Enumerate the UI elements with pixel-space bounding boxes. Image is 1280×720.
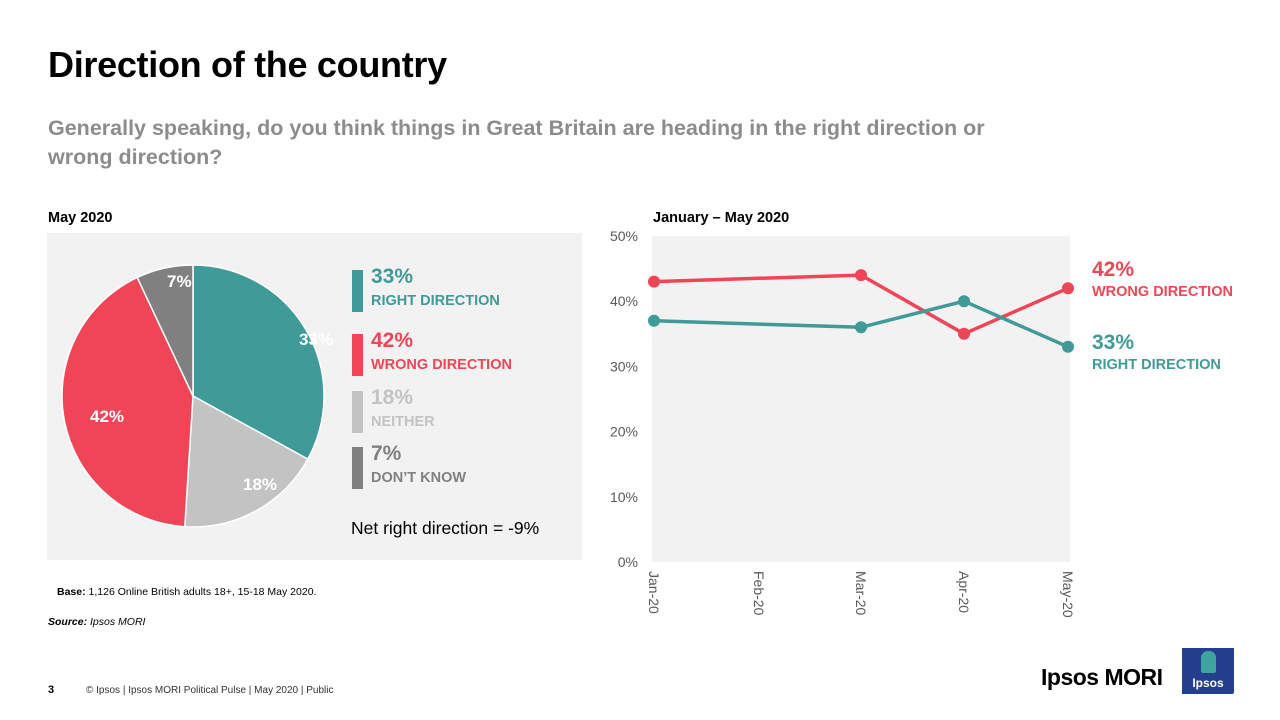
data-point-right — [958, 295, 970, 308]
y-tick-label: 10% — [610, 489, 638, 505]
footer-copyright: © Ipsos | Ipsos MORI Political Pulse | M… — [86, 685, 334, 696]
data-point-right — [648, 314, 660, 327]
legend-item-right: 33% RIGHT DIRECTION — [352, 265, 572, 314]
x-tick-label: Mar-20 — [853, 571, 869, 616]
x-tick-label: Apr-20 — [956, 571, 972, 613]
logo-mark — [1201, 651, 1216, 673]
data-point-wrong — [648, 275, 660, 288]
series-label-wrong: 42% WRONG DIRECTION — [1092, 258, 1233, 300]
pie-chart: 33% 18% 42% 7% — [61, 264, 333, 528]
series-line-right — [653, 299, 1069, 349]
page-title: Direction of the country — [48, 44, 447, 85]
legend-pct-wrong: 42% — [371, 329, 414, 352]
legend-pct-dont-know: 7% — [371, 442, 402, 465]
y-tick-label: 40% — [610, 293, 638, 309]
legend-label-dont-know: DON’T KNOW — [371, 470, 467, 486]
logo-text: Ipsos — [1192, 676, 1224, 690]
series-label-right: 33% RIGHT DIRECTION — [1092, 331, 1221, 373]
legend-label-neither: NEITHER — [371, 414, 435, 430]
legend-swatch-wrong — [352, 334, 363, 376]
line-plot-area — [652, 236, 1070, 562]
data-point-wrong — [958, 327, 970, 340]
pie-label-dont-know: 7% — [167, 272, 192, 291]
series-end-pct-wrong: 42% — [1092, 258, 1135, 281]
legend-item-dont-know: 7% DON’T KNOW — [352, 442, 572, 491]
legend-swatch-dont-know — [352, 447, 363, 489]
legend-pct-neither: 18% — [371, 386, 414, 409]
legend-label-wrong: WRONG DIRECTION — [371, 357, 512, 373]
brand-name: Ipsos MORI — [1041, 664, 1163, 690]
series-name-right: RIGHT DIRECTION — [1092, 357, 1221, 373]
base-note: Base: 1,126 Online British adults 18+, 1… — [57, 586, 317, 598]
legend-pct-right: 33% — [371, 265, 414, 288]
source-note: Source: Ipsos MORI — [48, 616, 146, 628]
data-point-right — [1062, 340, 1074, 353]
y-tick-label: 50% — [610, 228, 638, 244]
line-chart: 0% 10% 20% 30% 40% 50% Jan-20 Feb-20 Mar-20 Apr-2… — [610, 228, 1076, 618]
legend-item-wrong: 42% WRONG DIRECTION — [352, 329, 572, 378]
data-point-wrong — [1062, 282, 1074, 295]
x-tick-label: Feb-20 — [751, 571, 767, 616]
series-line-wrong — [653, 273, 1069, 336]
pie-slice-wrong — [61, 276, 194, 528]
x-tick-label: May-20 — [1060, 571, 1076, 618]
y-tick-label: 20% — [610, 424, 638, 440]
pie-label-wrong: 42% — [90, 407, 124, 426]
data-point-wrong — [855, 269, 867, 282]
pie-slice-dont-know — [136, 264, 194, 397]
pie-panel-label: May 2020 — [48, 210, 113, 226]
legend-swatch-right — [352, 270, 363, 312]
pie-label-neither: 18% — [243, 475, 277, 494]
line-panel-label: January – May 2020 — [653, 210, 790, 226]
pie-slice-right — [192, 264, 325, 461]
pie-label-right: 33% — [299, 330, 333, 349]
pie-panel: 33% 18% 42% 7% — [47, 233, 582, 560]
legend-item-neither: 18% NEITHER — [352, 386, 572, 435]
legend-swatch-neither — [352, 391, 363, 433]
y-tick-label: 30% — [610, 358, 638, 374]
series-name-wrong: WRONG DIRECTION — [1092, 284, 1233, 300]
data-point-right — [855, 321, 867, 334]
legend-label-right: RIGHT DIRECTION — [371, 293, 500, 309]
question-subtitle: Generally speaking, do you think things … — [48, 116, 985, 169]
pie-slice-neither — [183, 394, 309, 528]
y-tick-label: 0% — [618, 554, 638, 570]
series-end-pct-right: 33% — [1092, 331, 1135, 354]
ipsos-logo-icon: Ipsos — [1182, 648, 1234, 694]
net-right-direction: Net right direction = -9% — [351, 518, 540, 538]
page-number: 3 — [48, 684, 55, 696]
x-tick-label: Jan-20 — [646, 571, 662, 614]
